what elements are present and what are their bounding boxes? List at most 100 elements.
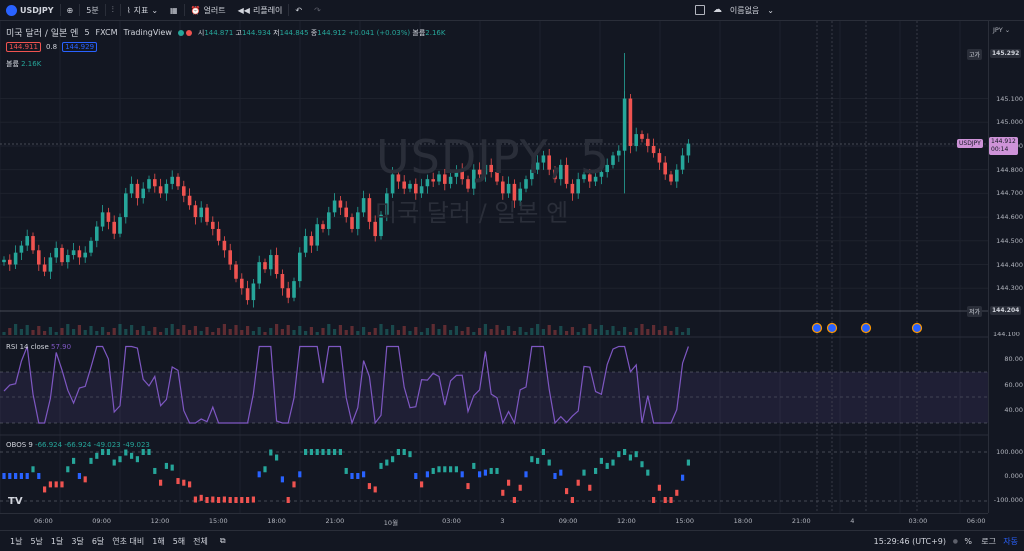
obos-bar (182, 479, 186, 486)
candle-body (54, 247, 58, 258)
volume-bar (309, 327, 313, 335)
market-status-icon[interactable] (177, 29, 192, 36)
obos-bar (48, 481, 52, 488)
symbol-search[interactable]: USDJPY (0, 0, 60, 20)
volume-bar (48, 327, 52, 335)
redo-button[interactable]: ↷ (308, 0, 327, 20)
candle-body (234, 264, 238, 279)
auto-scale-toggle[interactable]: 자동 (1003, 536, 1018, 546)
timeframe-button[interactable]: 6달 (91, 536, 105, 546)
obos-value-1: -66.924 (35, 441, 63, 449)
layout-name[interactable]: 이름없음 (729, 5, 760, 15)
timeframe-button[interactable]: 연초 대비 (112, 536, 145, 546)
economic-events[interactable] (811, 21, 923, 513)
chart-canvas[interactable] (0, 21, 988, 527)
volume-bar (292, 330, 296, 335)
time-axis[interactable]: 06:00 09:00 12:00 15:00 18:00 21:00 10월 03:00 3 0… (0, 513, 988, 528)
volume-bar (246, 326, 250, 335)
volume-bar (605, 330, 609, 335)
alert-button[interactable]: ⏰ 얼러트 (185, 0, 232, 20)
fullscreen-icon[interactable] (694, 5, 705, 15)
candle-body (257, 262, 261, 284)
candle-body (396, 174, 401, 182)
timeframe-button[interactable]: 전체 (193, 536, 208, 546)
divider (79, 4, 81, 16)
obos-bar (37, 473, 41, 479)
spread-value: 0.8 (45, 43, 58, 51)
obos-bar (478, 471, 482, 478)
candle-body (83, 252, 87, 258)
percent-scale-toggle[interactable]: % (964, 536, 972, 546)
us-flag-event-icon[interactable] (826, 322, 838, 334)
candle-body (547, 155, 551, 170)
volume-bar (182, 325, 186, 335)
obos-bar (623, 449, 627, 455)
us-flag-event-icon[interactable] (811, 322, 823, 334)
obos-bar (663, 497, 667, 503)
obos-bar (396, 449, 400, 455)
undo-button[interactable]: ↶ (289, 0, 308, 20)
us-flag-event-icon[interactable] (860, 322, 872, 334)
obos-bar (391, 456, 395, 463)
legend-title[interactable]: 미국 달러 / 일본 엔 (6, 29, 79, 39)
settings-icon[interactable]: ● (952, 537, 958, 545)
sell-price-button[interactable]: 144.911 (6, 42, 41, 52)
volume-bar (611, 326, 615, 335)
obos-bar (240, 497, 244, 503)
chart-type-button[interactable]: ⫶ (106, 0, 120, 20)
volume-bar (205, 327, 209, 335)
templates-button[interactable]: ▦ (164, 0, 184, 20)
tradingview-logo[interactable]: TV (8, 496, 23, 507)
time-tick: 15:00 (208, 517, 228, 525)
volume-bar (19, 329, 23, 335)
indicators-button[interactable]: ⌇ 지표 ⌄ (121, 0, 164, 20)
candle-body (199, 207, 203, 218)
volume-bar (257, 327, 261, 335)
timeframe-button[interactable]: 1날 (10, 536, 23, 546)
clock-display[interactable]: 15:29:46 (UTC+9) (873, 536, 946, 546)
volume-bar (188, 330, 192, 335)
candles-icon: ⫶ (111, 5, 114, 14)
volume-bar (478, 328, 482, 335)
candle-body (466, 179, 470, 189)
timeframe-button[interactable]: 5날 (30, 536, 43, 546)
timeframe-button[interactable]: 1달 (50, 536, 64, 546)
obos-bar (437, 466, 441, 473)
currency-label[interactable]: JPY ⌄ (993, 26, 1011, 34)
compare-button[interactable]: ⊕ (61, 0, 80, 20)
candle-body (640, 134, 644, 139)
obos-bar (652, 497, 656, 503)
volume-bar (460, 331, 464, 335)
cloud-icon: ☁ (712, 5, 722, 15)
timeframe-button[interactable]: 5해 (172, 536, 186, 546)
close-value: 144.912 (317, 28, 347, 37)
obos-bar (541, 449, 545, 455)
candle-body (251, 283, 256, 301)
obos-indicator-label[interactable]: OBOS 9 (6, 441, 33, 449)
candle-body (501, 181, 505, 194)
date-range-icon[interactable]: ⧉ (219, 536, 226, 545)
buy-price-button[interactable]: 144.929 (62, 42, 98, 52)
chevron-down-icon[interactable]: ⌄ (767, 5, 774, 15)
replay-button[interactable]: ◀◀ 리플레이 (232, 0, 289, 20)
volume-bar (449, 330, 453, 335)
volume-bar (89, 326, 93, 335)
obos-value-4: -49.023 (122, 441, 150, 449)
volume-bar (106, 332, 110, 335)
obos-bar (199, 494, 203, 501)
timeframe-button[interactable]: 3달 (71, 536, 84, 546)
candle-body (124, 193, 128, 218)
candle-body (489, 164, 493, 173)
rsi-indicator-label[interactable]: RSI 14 close (6, 343, 49, 351)
obos-bar (112, 459, 116, 466)
timeframe-button[interactable]: 1해 (152, 536, 165, 546)
us-flag-event-icon[interactable] (911, 322, 923, 334)
log-scale-toggle[interactable]: 로그 (981, 536, 996, 546)
interval-button[interactable]: 5분 (80, 0, 104, 20)
volume-bar (675, 327, 679, 335)
volume-bar (588, 324, 592, 335)
grid-icon: ▦ (170, 5, 178, 15)
volume-bar (663, 326, 667, 335)
time-tick: 06:00 (966, 517, 986, 525)
price-axis[interactable]: JPY ⌄ 145.100145.000144.900144.800144.70… (957, 21, 1024, 513)
